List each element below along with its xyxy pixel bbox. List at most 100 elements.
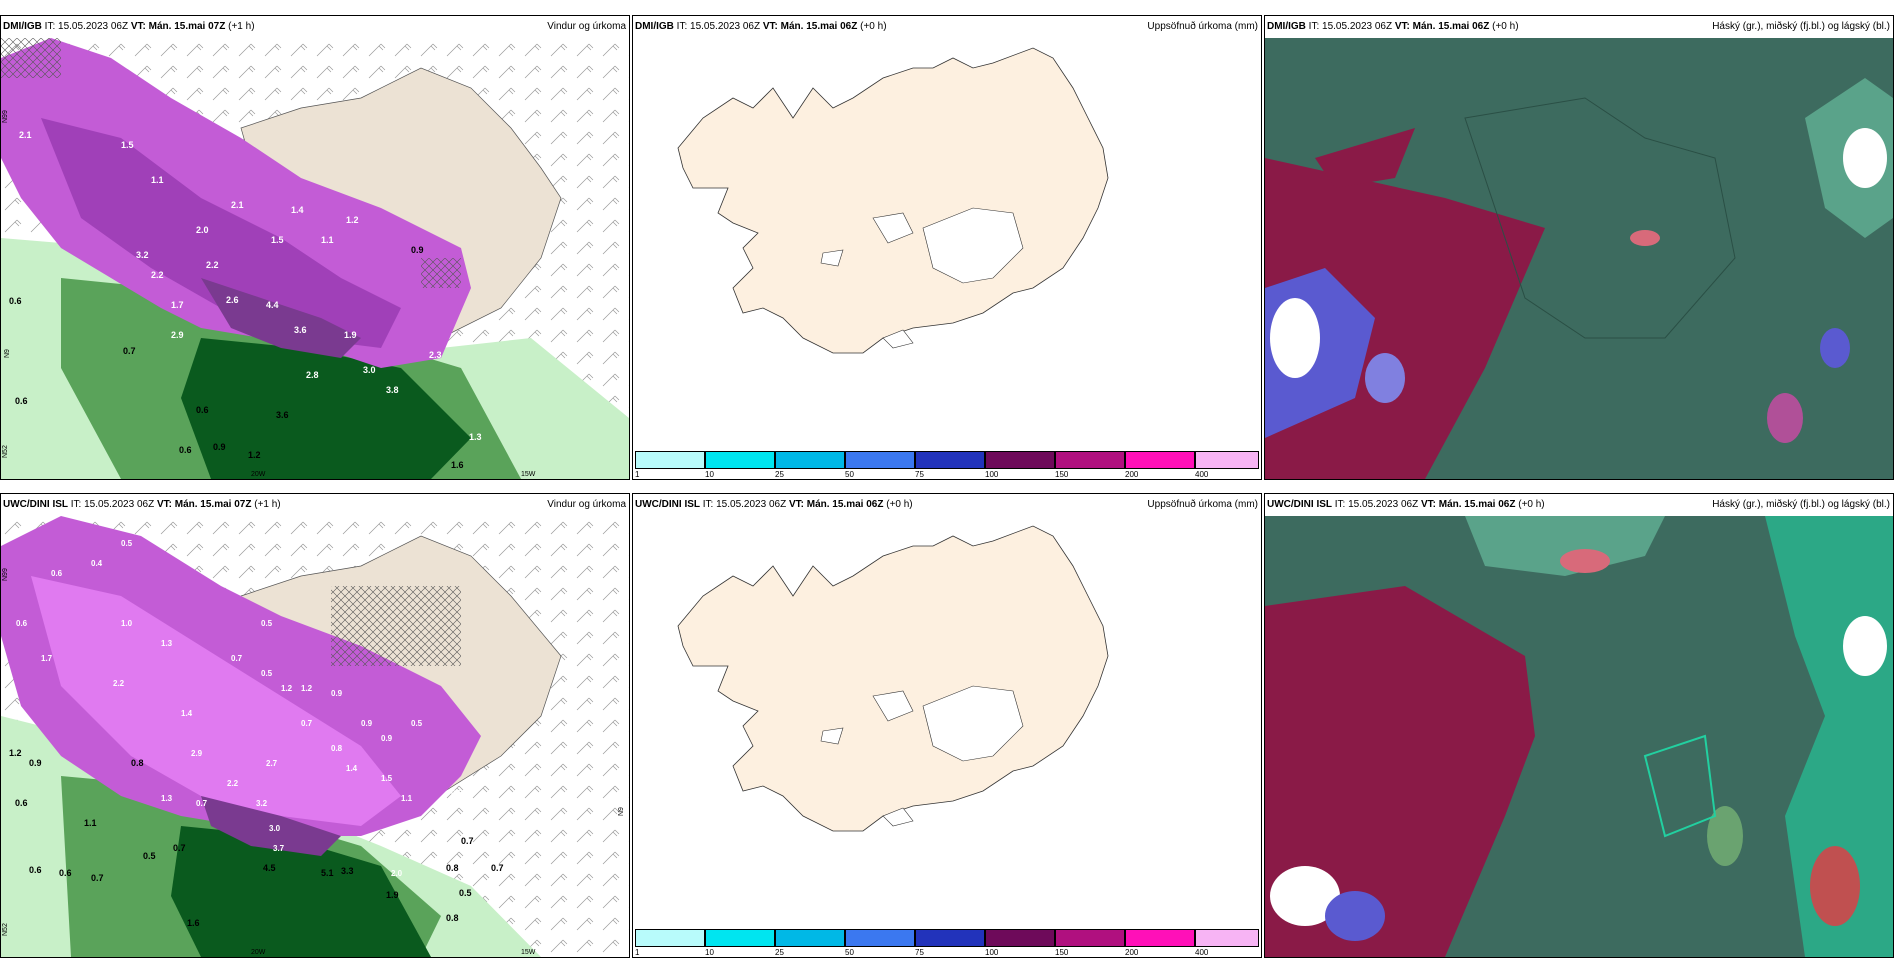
lon-label: 15W xyxy=(521,471,536,478)
value-label: 0.8 xyxy=(131,758,144,768)
panel-dmi-wind-precip: DMI/IGB IT: 15.05.2023 06Z VT: Mán. 15.m… xyxy=(0,15,630,480)
value-label: 2.7 xyxy=(266,759,278,768)
colorbar: 1 10 25 50 75 100 150 200 400 xyxy=(633,451,1261,479)
value-label: 1.2 xyxy=(9,748,22,758)
model-name: DMI/IGB xyxy=(635,21,674,32)
value-label: 3.3 xyxy=(341,866,354,876)
colorbar-swatch xyxy=(845,929,915,947)
colorbar-tick: 25 xyxy=(775,470,784,479)
panel-title: Uppsöfnuð úrkoma (mm) xyxy=(1147,499,1258,510)
value-label: 0.6 xyxy=(16,619,28,628)
map-canvas xyxy=(1265,38,1893,479)
cloud-map xyxy=(1265,38,1893,479)
colorbar-swatch xyxy=(915,451,985,469)
value-label: 2.6 xyxy=(226,295,239,305)
init-time: 15.05.2023 06Z xyxy=(58,21,129,32)
panel-title: Vindur og úrkoma xyxy=(547,499,626,510)
colorbar-swatch xyxy=(1125,451,1195,469)
value-label: 5.1 xyxy=(321,868,334,878)
lead-time: (+0 h) xyxy=(860,21,887,32)
value-label: 2.1 xyxy=(231,200,244,210)
value-label: 2.9 xyxy=(191,749,203,758)
value-label: 1.4 xyxy=(291,205,304,215)
value-label: 1.0 xyxy=(121,619,133,628)
panel-header: UWC/DINI ISL IT: 15.05.2023 06Z VT: Mán.… xyxy=(1,494,629,516)
colorbar-swatch xyxy=(1195,929,1259,947)
value-label: 0.5 xyxy=(451,789,463,798)
value-label: 0.5 xyxy=(261,619,273,628)
value-label: 0.6 xyxy=(196,405,209,415)
value-label: 0.6 xyxy=(179,445,192,455)
value-label: 0.9 xyxy=(381,734,393,743)
value-label: 3.6 xyxy=(294,325,307,335)
value-label: 1.1 xyxy=(321,235,334,245)
colorbar-swatch xyxy=(775,451,845,469)
value-label: 0.6 xyxy=(29,865,42,875)
lead-time: (+0 h) xyxy=(886,499,913,510)
init-time: 15.05.2023 06Z xyxy=(1322,21,1393,32)
value-label: 0.5 xyxy=(411,719,423,728)
value-label: 0.5 xyxy=(261,669,273,678)
value-label: 2.1 xyxy=(19,130,32,140)
value-label: 2.8 xyxy=(306,370,319,380)
lon-label: 20W xyxy=(251,949,266,956)
value-label: 1.4 xyxy=(346,764,358,773)
value-label: 1.2 xyxy=(248,450,261,460)
colorbar-swatch xyxy=(1055,451,1125,469)
map-canvas xyxy=(1265,516,1893,957)
value-label: 2.0 xyxy=(196,225,209,235)
valid-time: Mán. 15.mai 07Z xyxy=(148,21,226,32)
cloud-map xyxy=(1265,516,1893,957)
valid-time: Mán. 15.mai 07Z xyxy=(174,499,252,510)
valid-time: Mán. 15.mai 06Z xyxy=(1438,499,1516,510)
colorbar-tick: 150 xyxy=(1055,470,1069,479)
precip-value-labels: 0.5 0.4 0.6 1.0 0.5 1.3 0.7 1.7 0.5 0.6 … xyxy=(16,539,463,878)
value-label: 3.7 xyxy=(273,844,285,853)
value-label: 2.2 xyxy=(206,260,219,270)
model-name: UWC/DINI ISL xyxy=(1267,499,1332,510)
value-label: 0.9 xyxy=(331,689,343,698)
init-time: 15.05.2023 06Z xyxy=(1348,499,1419,510)
lat-label: N52 xyxy=(2,445,9,458)
value-label: 0.8 xyxy=(331,744,343,753)
precip-value-labels-dark: 0.8 1.9 0.5 4.5 5.1 3.3 0.7 0.6 0.7 0.7 … xyxy=(9,748,504,928)
colorbar-swatch xyxy=(985,451,1055,469)
model-name: DMI/IGB xyxy=(3,21,42,32)
value-label: 1.5 xyxy=(121,140,134,150)
value-label: 1.9 xyxy=(344,330,357,340)
value-label: 1.9 xyxy=(386,890,399,900)
precip-value-labels: 2.1 1.5 1.1 2.1 1.4 2.0 1.5 1.1 1.2 2.6 … xyxy=(19,130,482,442)
lat-label: N99 xyxy=(2,568,9,581)
panel-header: DMI/IGB IT: 15.05.2023 06Z VT: Mán. 15.m… xyxy=(633,16,1261,38)
colorbar-tick: 150 xyxy=(1055,948,1069,957)
colorbar-swatch xyxy=(1195,451,1259,469)
wind-precip-map: 2.1 1.5 1.1 2.1 1.4 2.0 1.5 1.1 1.2 2.6 … xyxy=(1,38,629,479)
panel-title: Háský (gr.), miðský (fj.bl.) og lágský (… xyxy=(1712,499,1890,510)
map-canvas xyxy=(677,525,1109,832)
value-label: 0.5 xyxy=(121,539,133,548)
value-label: 2.9 xyxy=(171,330,184,340)
land-iceland xyxy=(677,525,1109,832)
colorbar-swatch xyxy=(635,929,705,947)
map-canvas: 2.1 1.5 1.1 2.1 1.4 2.0 1.5 1.1 1.2 2.6 … xyxy=(1,38,629,479)
panel-dmi-clouds: DMI/IGB IT: 15.05.2023 06Z VT: Mán. 15.m… xyxy=(1264,15,1894,480)
value-label: 0.8 xyxy=(446,913,459,923)
value-label: 2.2 xyxy=(151,270,164,280)
model-name: UWC/DINI ISL xyxy=(635,499,700,510)
value-label: 0.7 xyxy=(196,799,208,808)
value-label: 1.7 xyxy=(171,300,184,310)
value-label: 0.7 xyxy=(301,719,313,728)
value-label: 2.2 xyxy=(227,779,239,788)
accum-precip-map xyxy=(633,516,1261,926)
accum-precip-map xyxy=(633,38,1261,448)
map-canvas: 0.5 0.4 0.6 1.0 0.5 1.3 0.7 1.7 0.5 0.6 … xyxy=(1,516,629,957)
panel-header: DMI/IGB IT: 15.05.2023 06Z VT: Mán. 15.m… xyxy=(1,16,629,38)
init-time: 15.05.2023 06Z xyxy=(690,21,761,32)
panel-dmi-accum-precip: DMI/IGB IT: 15.05.2023 06Z VT: Mán. 15.m… xyxy=(632,15,1262,480)
lon-label: 15W xyxy=(521,949,536,956)
colorbar-tick: 1 xyxy=(635,470,640,479)
value-label: 3.6 xyxy=(276,410,289,420)
value-label: 1.7 xyxy=(41,654,53,663)
value-label: 0.6 xyxy=(59,868,72,878)
value-label: 1.2 xyxy=(281,684,293,693)
